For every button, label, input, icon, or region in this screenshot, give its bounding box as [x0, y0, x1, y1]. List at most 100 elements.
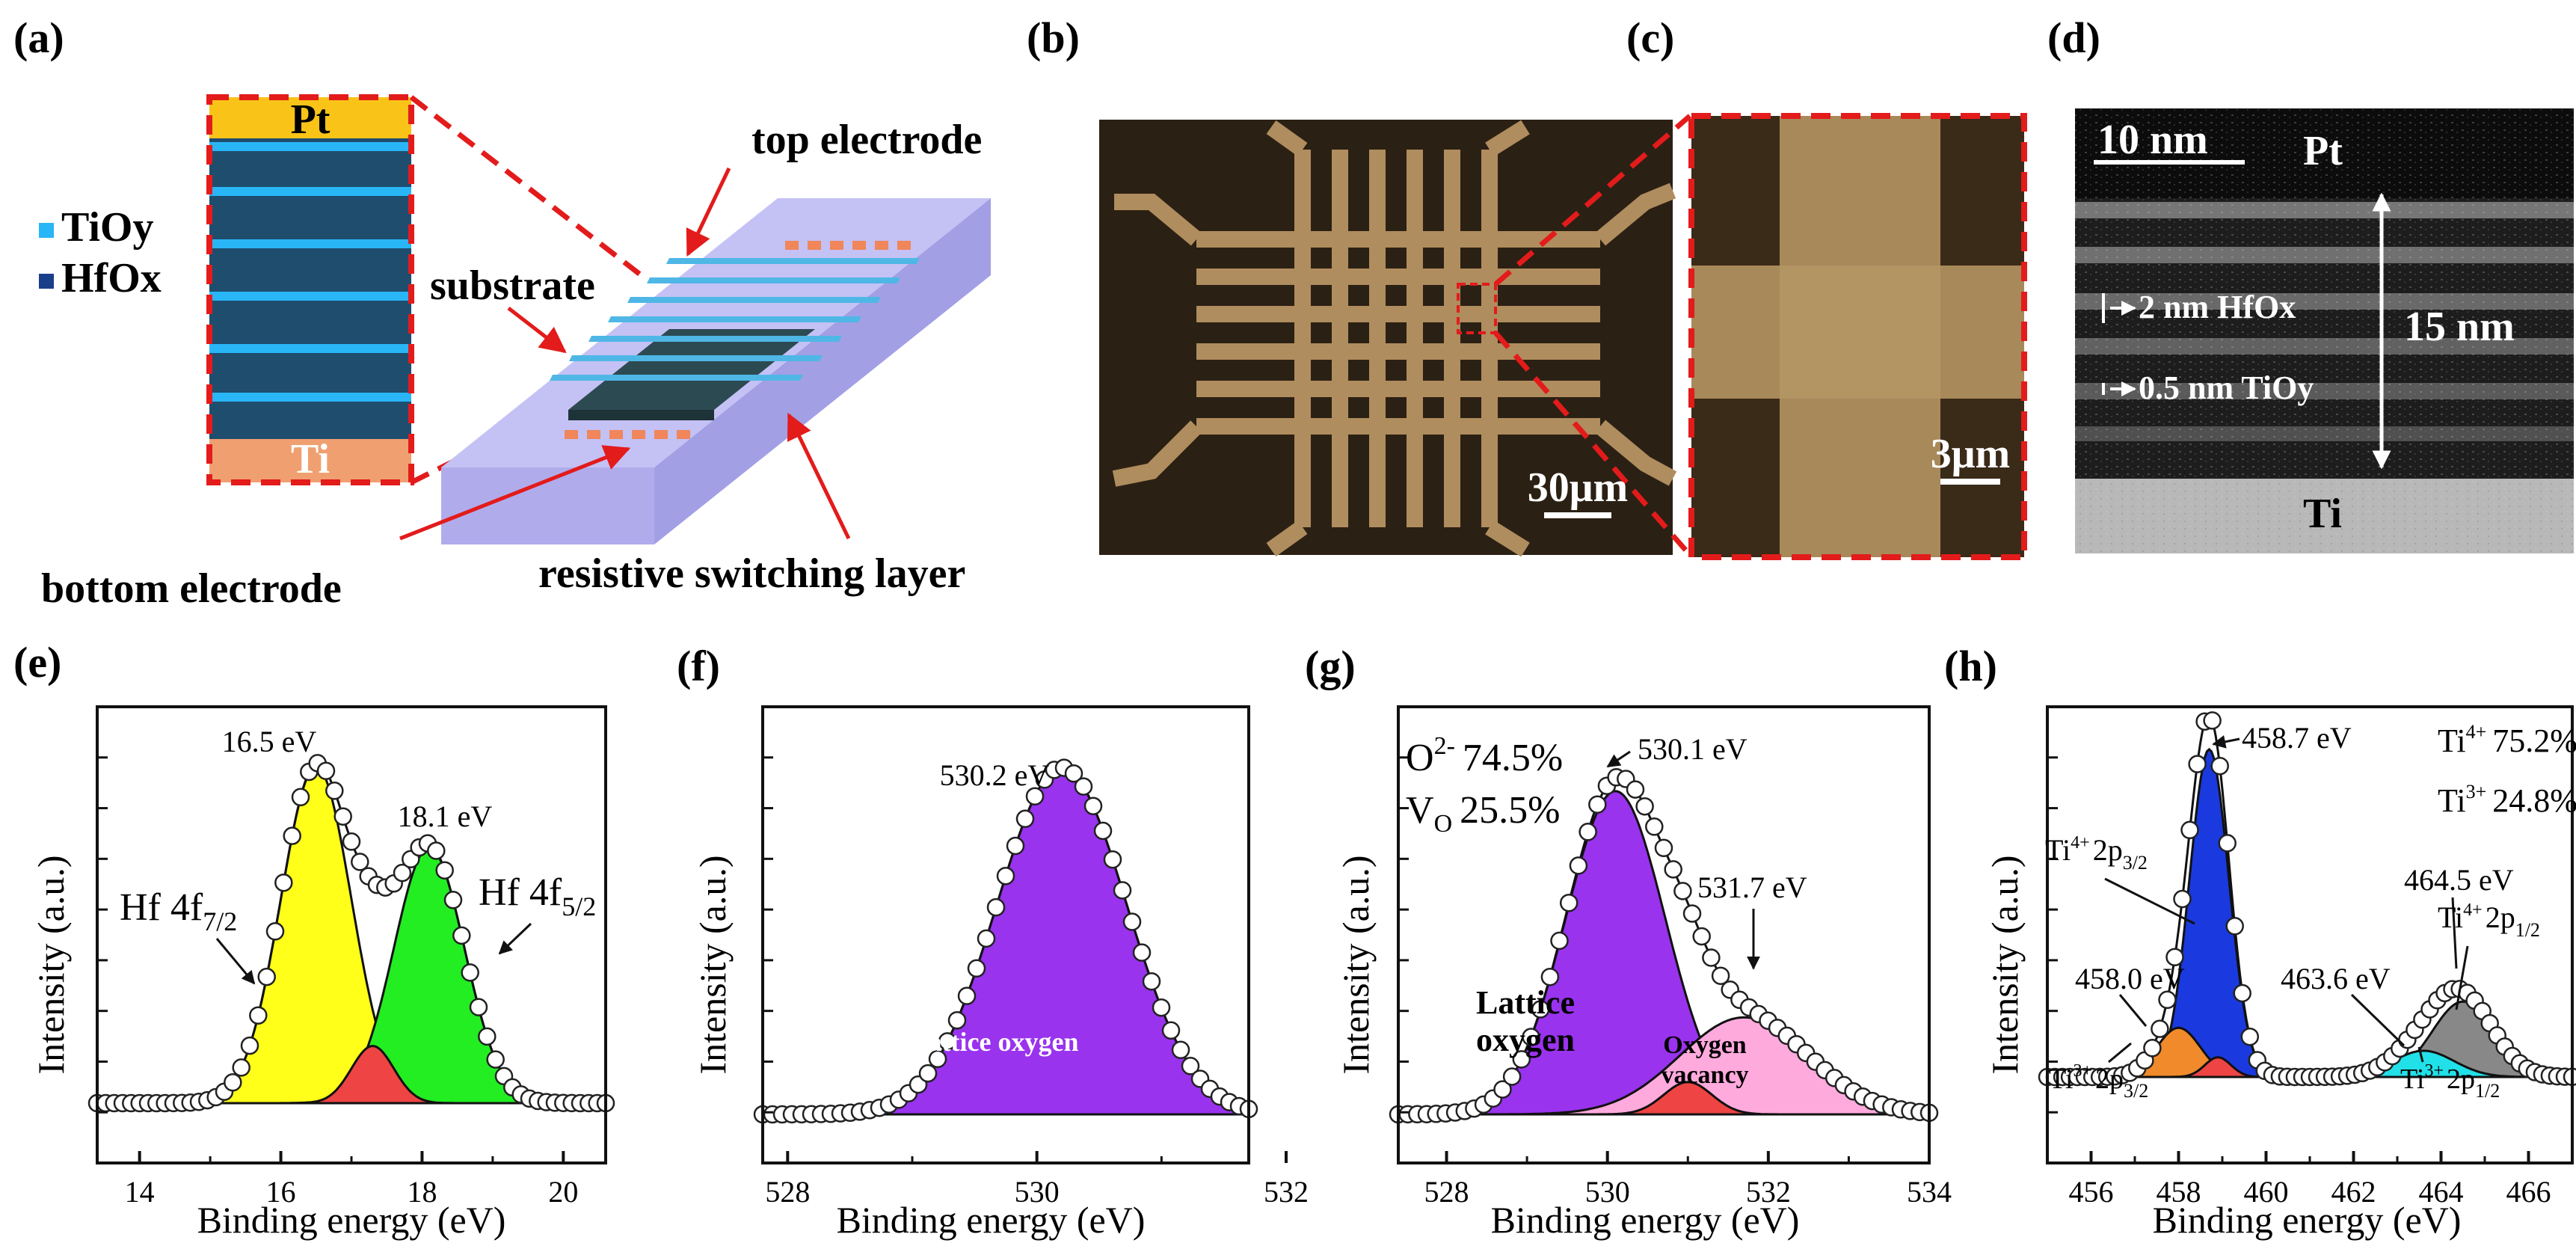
- data-point: [1654, 838, 1673, 858]
- data-point: [257, 967, 276, 986]
- thickness-label: 15 nm: [2404, 304, 2515, 350]
- data-point: [1132, 943, 1152, 962]
- plot-frame: [761, 705, 1250, 1164]
- arrow-bottom-electrode: [399, 445, 631, 541]
- tio-layer: [209, 187, 411, 196]
- chart-f: 528 530 532: [753, 705, 1309, 1209]
- scale-bar-d: [2094, 160, 2245, 165]
- zoom-line: [1493, 114, 1692, 286]
- data-point: [325, 782, 344, 800]
- data-point: [1702, 948, 1721, 967]
- xlabel-h: Binding energy (eV): [2153, 1199, 2462, 1241]
- data-point: [452, 926, 471, 945]
- annotation-ti3-sup: 3+: [2466, 781, 2487, 803]
- data-point: [1502, 1067, 1522, 1086]
- tio-layer: [209, 393, 411, 402]
- arrow-hf4f5: [498, 922, 532, 955]
- x-tick-label: 18: [407, 1175, 437, 1209]
- data-point: [265, 922, 285, 941]
- ti-layer: [209, 439, 411, 482]
- annotation-vo: VO 25.5%: [1406, 789, 1560, 838]
- panel-label-c: (c): [1626, 13, 1674, 62]
- data-point: [291, 788, 310, 807]
- data-point: [478, 1027, 497, 1046]
- peak-label: 458.7 eV: [2242, 721, 2352, 755]
- annotation-ti3-2p12-tail: 2p: [2447, 1064, 2475, 1095]
- chart-e: 14 16 18 20: [87, 705, 615, 1209]
- arrow-hf4f7: [215, 938, 256, 985]
- data-point: [333, 807, 352, 826]
- annotation-ti3-2p32-sup: 3+: [2073, 1061, 2092, 1081]
- data-point: [1512, 1050, 1531, 1069]
- leader-ti3-2p32: [2108, 1042, 2132, 1064]
- annotation-hf4f5: Hf 4f5/2: [479, 871, 596, 921]
- component-area: [1398, 1081, 1929, 1116]
- annotation-ti3-main: Ti: [2438, 782, 2466, 819]
- data-point: [1064, 764, 1083, 783]
- zoom-cross-cell: [1780, 266, 1940, 399]
- annotation-ti3-2p32-main: Ti: [2049, 1064, 2073, 1095]
- stack-bottom-label: Ti: [291, 436, 330, 482]
- x-tick-label: 530: [1585, 1175, 1630, 1209]
- annotation-ti3-2p32-tail: 2p: [2095, 1064, 2124, 1095]
- leader-ti4-2p32: [2104, 877, 2195, 925]
- top-electrodes: [550, 258, 920, 381]
- panel-h: (h) Intensity (a.u.) Binding energy (eV)…: [1944, 642, 2576, 1241]
- annotation-ti4-2p32-main: Ti: [2045, 833, 2071, 867]
- data-point: [1074, 777, 1093, 796]
- arrow-top-electrode: [686, 167, 731, 257]
- zoom-line: [409, 95, 645, 279]
- legend-label-hfo: HfOx: [61, 255, 162, 301]
- panel-label-h: (h): [1944, 642, 1997, 690]
- data-point: [1673, 882, 1692, 900]
- data-point: [1083, 797, 1103, 815]
- pt-layer: [209, 97, 411, 138]
- zoom-line: [1493, 331, 1692, 557]
- data-point: [1645, 817, 1664, 836]
- data-point: [240, 1036, 259, 1055]
- chart-h: 456 458 460 462 464 466: [2038, 705, 2576, 1209]
- data-point: [1559, 893, 1579, 912]
- leader-463-6: [2350, 993, 2406, 1047]
- data-point: [2210, 756, 2229, 776]
- annotation-o2: O2- 74.5%: [1406, 732, 1563, 779]
- data-point: [2218, 834, 2237, 853]
- x-tick-label: 458: [2157, 1175, 2201, 1209]
- annotation-vo-sub: O: [1434, 810, 1453, 838]
- panel-a: (a) Pt Ti TiOy HfOx: [13, 13, 991, 612]
- data-point: [2151, 1019, 2169, 1038]
- data-point: [1161, 1021, 1181, 1040]
- data-point: [2143, 1039, 2162, 1058]
- panel-label-f: (f): [677, 642, 720, 690]
- ylabel-e: Intensity (a.u.): [30, 856, 72, 1075]
- tem-pt-label: Pt: [2303, 128, 2343, 174]
- annotation-ti3-2p32-sub: 3/2: [2124, 1080, 2148, 1102]
- xlabel-e: Binding energy (eV): [197, 1199, 506, 1241]
- panel-b: (b) 30μm: [1027, 13, 1692, 557]
- x-tick-label: 532: [1264, 1175, 1309, 1209]
- ylabel-h: Intensity (a.u.): [1984, 856, 2026, 1075]
- data-point: [2203, 711, 2222, 730]
- x-tick-label: 528: [765, 1175, 810, 1209]
- peak-label: 530.1 eV: [1638, 732, 1747, 766]
- data-point: [967, 959, 986, 978]
- substrate-front: [441, 467, 654, 544]
- tem-texture: [2075, 108, 2574, 553]
- annotation-o2-pct: 74.5%: [1463, 737, 1563, 779]
- x-tick-label: 20: [548, 1175, 578, 1209]
- x-tick-label: 532: [1746, 1175, 1791, 1209]
- scale-label-c: 3μm: [1931, 431, 2010, 477]
- scale-label-d: 10 nm: [2097, 117, 2208, 163]
- data-point: [1122, 912, 1142, 931]
- annotation-o2-sup: 2-: [1434, 732, 1455, 760]
- data-point: [1711, 966, 1730, 985]
- annotation-ti4-main: Ti: [2438, 722, 2466, 759]
- tio-layer: [209, 344, 411, 353]
- annotation-ti4-pct: Ti4+ 75.2%: [2438, 721, 2576, 759]
- data-point: [1540, 967, 1560, 986]
- stack-legend: TiOy HfOx: [39, 204, 162, 301]
- data-point: [2165, 948, 2184, 966]
- leader-ti4-2p12: [2455, 945, 2469, 1010]
- data-point: [469, 998, 488, 1016]
- data-point: [1626, 780, 1645, 799]
